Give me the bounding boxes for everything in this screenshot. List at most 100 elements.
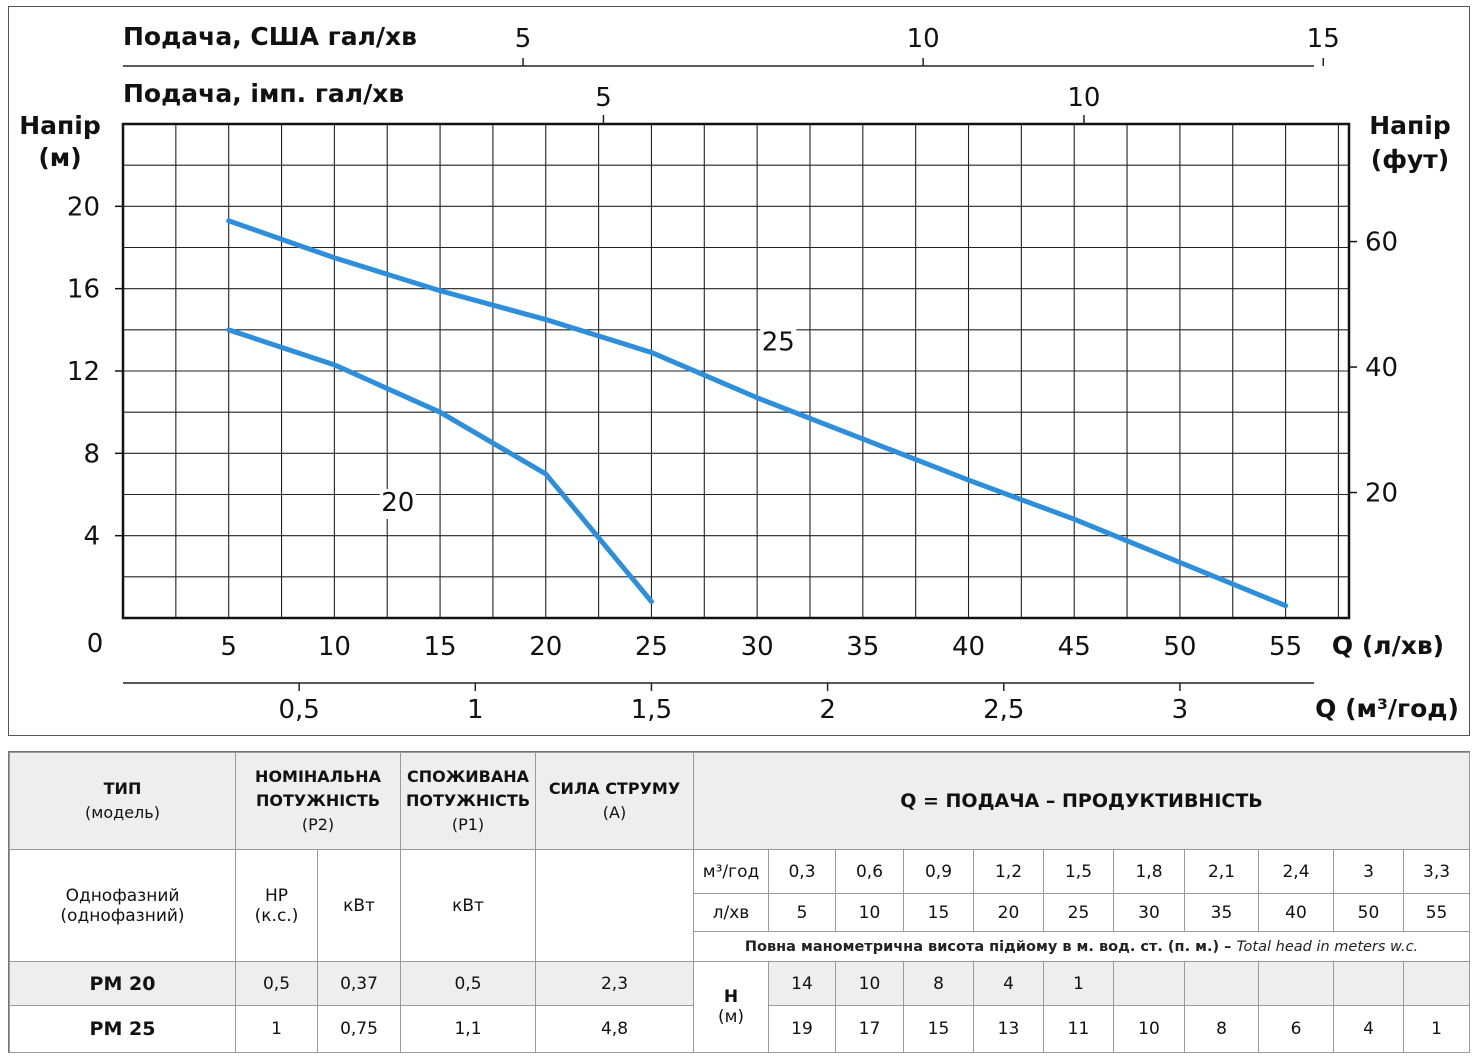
head-cell [1333,961,1404,1006]
top-axis-imp-tick-label: 10 [1067,83,1100,113]
phase-sublabel: (однофазний) [60,905,185,926]
head-note: Повна манометрична висота підйому в м. в… [692,931,1471,962]
p2-header-line: ПОТУЖНІСТЬ [255,791,381,810]
head-cell: 1 [1043,961,1114,1006]
top-axis-us-tick-label: 10 [907,24,940,54]
x2-axis-label: Q (м³/год) [1315,694,1459,723]
current-header-line: СИЛА СТРУМУ [548,779,681,798]
q-m3h-cell: 3,3 [1402,849,1471,894]
x2-tick-label: 1 [467,695,484,725]
head-cell: 10 [1113,1005,1185,1053]
top-axis-us-tick-label: 5 [515,24,532,54]
x2-tick-label: 0,5 [278,695,319,725]
q-lmin-cell: 20 [973,893,1044,932]
x-axis-label: Q (л/хв) [1332,631,1444,660]
phase-cell: Однофазний (однофазний) [9,849,236,962]
y-tick-label: 8 [83,439,100,469]
type-header: ТИП [103,779,142,798]
note-row: Повна манометрична висота підйому в м. в… [10,931,1471,962]
q-lmin-cell: 25 [1043,893,1114,932]
head-cell: 8 [903,961,974,1006]
series-line-20 [226,327,654,605]
y2-tick-label: 20 [1365,479,1398,509]
y-axis-label-left: Напір [19,111,101,140]
y-tick-label: 12 [67,357,100,387]
y-tick-label: 0 [87,629,104,659]
x-tick-label: 5 [220,632,237,662]
q-lmin-cell: 10 [835,893,904,932]
head-cell: 15 [903,1005,974,1053]
head-cell: 17 [835,1005,904,1053]
q-lmin-cell: 35 [1184,893,1259,932]
x2-tick-label: 2,5 [983,695,1024,725]
kw-unit-label: кВт [317,849,401,962]
type-header-cell: ТИП (модель) [9,752,236,850]
spec-table-frame: ТИП (модель) НОМІНАЛЬНА ПОТУЖНІСТЬ (P2) … [8,751,1471,1053]
x2-tick-label: 2 [819,695,836,725]
q-lmin-cell: 30 [1113,893,1185,932]
head-note-ua: Повна манометрична висота підйому в м. в… [744,938,1232,955]
p1-header-line: СПОЖИВАНА [406,767,530,786]
amps-cell: 4,8 [535,1005,694,1053]
h-sublabel: (м) [717,1007,745,1027]
top-axis-us-tick-label: 15 [1307,24,1340,54]
x-tick-label: 15 [424,632,457,662]
x-tick-label: 50 [1163,632,1196,662]
x-tick-label: 40 [952,632,985,662]
q-m3h-cell: 2,1 [1184,849,1259,894]
head-cell [1258,961,1334,1006]
x2-tick-label: 1,5 [631,695,672,725]
current-header-line: (A) [602,803,627,822]
series-label-20: 20 [381,488,414,518]
m3h-row: Однофазний (однофазний) HP (к.с.) кВт кВ… [9,849,1471,962]
y2-tick-label: 40 [1365,353,1398,383]
q-lmin-cell: 15 [903,893,974,932]
q-m3h-cell: 0,9 [903,849,974,894]
p2-header-line: НОМІНАЛЬНА [255,767,381,786]
p1-cell: 1,1 [400,1005,536,1053]
head-cell: 19 [768,1005,836,1053]
p2-header-cell: НОМІНАЛЬНА ПОТУЖНІСТЬ (P2) [235,752,401,850]
table-row: PM 20 0,5 0,37 0,5 2,3 H (м) 14 10 8 4 1 [9,961,1471,1053]
series-label-bg [379,488,416,519]
hp-cell: 0,5 [235,961,318,1006]
model-cell: PM 20 [9,961,236,1006]
head-cell: 13 [973,1005,1044,1053]
q-m3h-cell: 1,5 [1043,849,1114,894]
current-header-cell: СИЛА СТРУМУ (A) [535,752,694,850]
q-m3h-cell: 1,8 [1113,849,1185,894]
hp-label: HP [264,885,289,906]
q-lmin-cell: 50 [1333,893,1404,932]
table-header-row: ТИП (модель) НОМІНАЛЬНА ПОТУЖНІСТЬ (P2) … [9,752,1471,850]
x-tick-label: 30 [741,632,774,662]
head-cell: 4 [973,961,1044,1006]
y-axis-label-right: (фут) [1371,145,1449,174]
head-cell: 1 [1402,1005,1471,1053]
head-note-en: Total head in meters w.c. [1236,938,1419,955]
q-lmin-cell: 5 [768,893,836,932]
hp-cell: 1 [235,1005,318,1053]
phase-label: Однофазний [65,885,180,906]
x-tick-label: 10 [318,632,351,662]
x-tick-label: 20 [529,632,562,662]
hp-sublabel: (к.с.) [254,905,299,926]
q-lmin-cell: 40 [1258,893,1334,932]
lmin-label: л/хв [693,893,769,932]
series-label-25: 25 [762,327,795,357]
top-axis-imp-label: Подача, імп. гал/хв [123,79,404,108]
head-cell: 10 [835,961,904,1006]
series-label-bg [760,328,797,359]
current-unit-cell [535,849,694,962]
y-axis-label-left: (м) [38,143,81,172]
x-tick-label: 45 [1058,632,1091,662]
head-cell [1402,961,1471,1006]
q-m3h-cell: 2,4 [1258,849,1334,894]
head-cell: 11 [1043,1005,1114,1053]
q-lmin-cell: 55 [1402,893,1471,932]
p1-header-line: (P1) [451,815,485,834]
q-m3h-cell: 0,6 [835,849,904,894]
kw-cell: 0,37 [317,961,401,1006]
y-tick-label: 20 [67,192,100,222]
p1-header-cell: СПОЖИВАНА ПОТУЖНІСТЬ (P1) [400,752,536,850]
